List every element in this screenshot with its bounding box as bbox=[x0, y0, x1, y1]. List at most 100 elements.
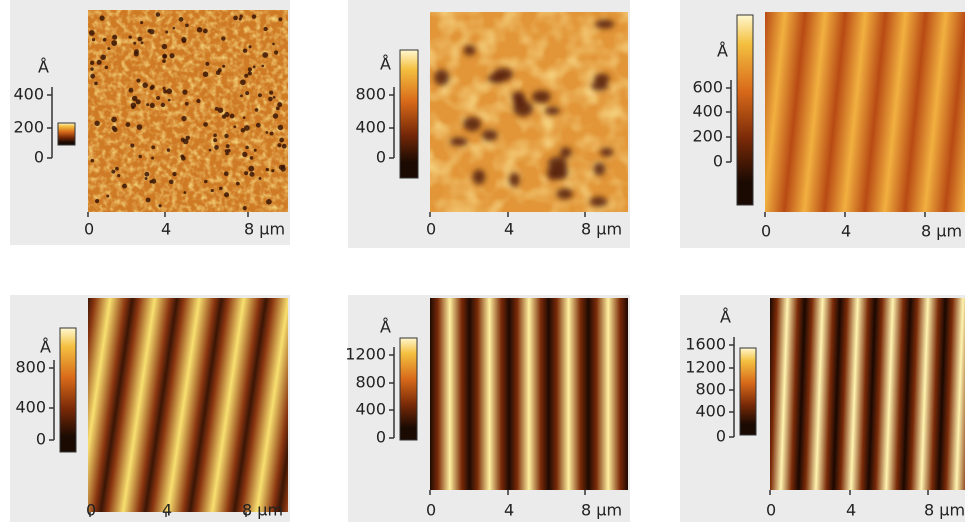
pit bbox=[247, 71, 253, 76]
pit bbox=[239, 14, 243, 19]
afm-image bbox=[430, 298, 628, 490]
afm-image bbox=[770, 298, 965, 490]
depression bbox=[463, 44, 476, 56]
z-tick-label: 0 bbox=[376, 428, 386, 447]
pit bbox=[112, 127, 118, 133]
pit bbox=[132, 95, 138, 102]
pit bbox=[233, 15, 238, 21]
z-unit: Å bbox=[720, 308, 731, 327]
pit bbox=[263, 26, 268, 32]
z-unit: Å bbox=[380, 318, 391, 337]
pit bbox=[257, 93, 262, 98]
pit bbox=[140, 21, 144, 25]
afm-texture bbox=[88, 10, 288, 212]
pit bbox=[202, 71, 209, 78]
depression bbox=[531, 90, 551, 104]
pit bbox=[265, 167, 270, 172]
color-bar bbox=[399, 337, 418, 441]
pit bbox=[135, 99, 141, 105]
pit bbox=[147, 29, 152, 33]
pit bbox=[185, 23, 189, 28]
pit bbox=[203, 179, 208, 184]
pit bbox=[90, 67, 94, 71]
pit bbox=[202, 28, 208, 34]
pit bbox=[269, 90, 274, 95]
pit bbox=[156, 96, 161, 101]
pit bbox=[100, 54, 106, 61]
depression bbox=[594, 19, 615, 29]
pit bbox=[275, 106, 280, 111]
pit bbox=[99, 15, 105, 21]
pit bbox=[144, 177, 148, 180]
depression bbox=[593, 162, 606, 176]
pit bbox=[244, 125, 250, 131]
pit bbox=[272, 96, 276, 99]
pit bbox=[226, 148, 231, 153]
pit bbox=[115, 166, 119, 171]
z-tick-label: 400 bbox=[13, 85, 44, 104]
depression bbox=[434, 69, 450, 86]
depression bbox=[589, 196, 608, 207]
pit bbox=[249, 171, 255, 177]
pit bbox=[111, 116, 117, 123]
depression bbox=[556, 188, 573, 200]
x-tick-label: 8 µm bbox=[242, 501, 283, 520]
x-tick-label: 0 bbox=[84, 220, 94, 239]
pit bbox=[88, 30, 95, 36]
pit bbox=[140, 41, 144, 45]
x-tick-label: 8 µm bbox=[581, 220, 622, 239]
pit bbox=[117, 173, 121, 178]
pit bbox=[224, 133, 229, 139]
z-tick-label: 0 bbox=[713, 152, 723, 171]
pit bbox=[151, 178, 157, 184]
afm-panel: Å 0 400 800 1200 1600 0 4 8 µm bbox=[680, 295, 965, 522]
pit bbox=[210, 188, 214, 193]
pit bbox=[180, 137, 186, 142]
z-unit: Å bbox=[40, 338, 51, 357]
z-tick-label: 0 bbox=[36, 430, 46, 449]
pit bbox=[248, 165, 255, 172]
depression bbox=[481, 129, 498, 141]
afm-panel: Å 0 200 400 600 0 4 8 µm bbox=[680, 0, 965, 248]
pit bbox=[162, 86, 166, 90]
z-tick-label: 200 bbox=[13, 118, 44, 137]
pit bbox=[146, 103, 150, 107]
x-tick-label: 8 µm bbox=[921, 222, 962, 241]
pit bbox=[223, 171, 229, 177]
pit bbox=[158, 204, 162, 208]
afm-image bbox=[88, 298, 288, 512]
depression bbox=[449, 137, 468, 147]
pit bbox=[142, 82, 148, 88]
pit bbox=[96, 59, 102, 65]
pit bbox=[240, 79, 246, 86]
pit bbox=[238, 17, 242, 21]
z-tick-label: 1200 bbox=[685, 358, 726, 377]
depression bbox=[591, 80, 609, 91]
x-tick-label: 4 bbox=[504, 501, 514, 520]
pit bbox=[244, 171, 249, 176]
z-unit: Å bbox=[717, 42, 728, 61]
pit bbox=[111, 169, 116, 174]
pit bbox=[162, 59, 166, 63]
pit bbox=[221, 114, 227, 119]
pit bbox=[178, 16, 184, 22]
pit bbox=[245, 91, 250, 96]
pit bbox=[214, 145, 219, 150]
pit bbox=[149, 102, 155, 108]
pit bbox=[242, 151, 248, 158]
pit bbox=[217, 107, 224, 113]
pit bbox=[225, 144, 230, 149]
pit bbox=[90, 158, 95, 163]
pit bbox=[137, 36, 143, 42]
z-tick-label: 800 bbox=[15, 358, 46, 377]
pit bbox=[89, 60, 95, 65]
pit bbox=[111, 40, 118, 46]
pit bbox=[112, 34, 118, 40]
pit bbox=[253, 148, 257, 152]
pit bbox=[269, 131, 274, 136]
depression bbox=[593, 73, 610, 84]
z-tick-label: 0 bbox=[716, 427, 726, 446]
pit bbox=[240, 127, 246, 133]
pit bbox=[182, 89, 188, 95]
